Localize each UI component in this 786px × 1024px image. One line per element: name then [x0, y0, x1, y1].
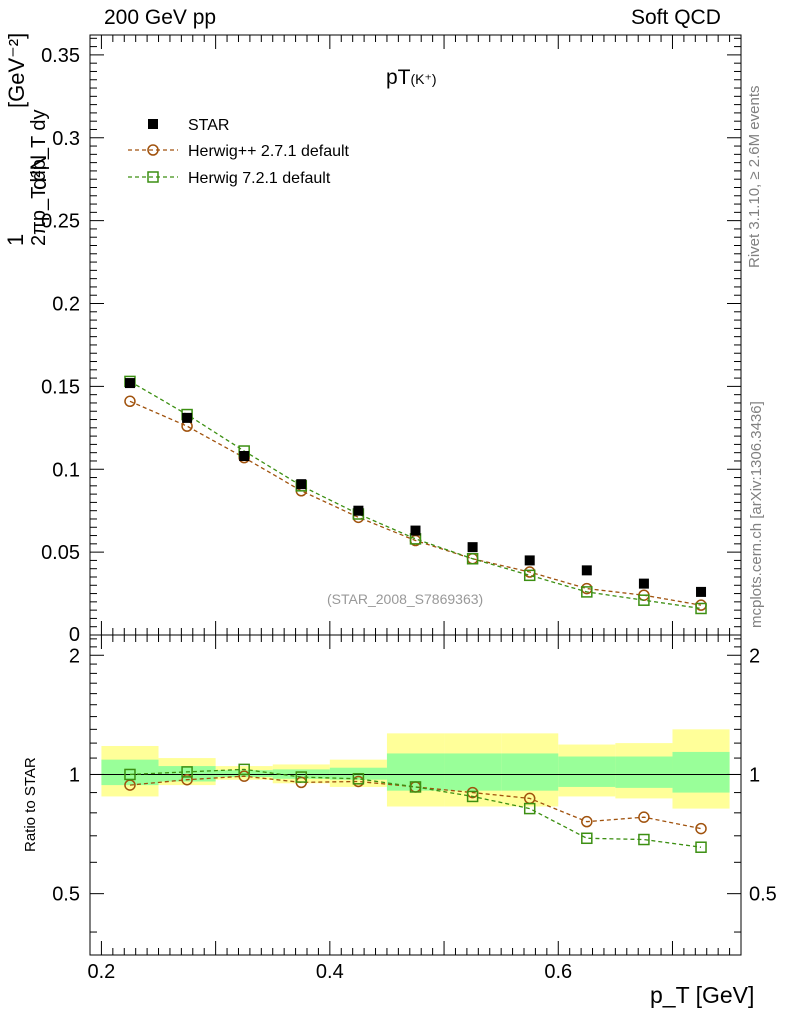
ratio-data-point	[295, 771, 308, 783]
legend-label: Herwig 7.2.1 default	[188, 170, 331, 187]
main-data-point	[410, 525, 421, 536]
legend-marker	[148, 119, 158, 129]
ratio-data-point	[238, 770, 250, 782]
main-series-line	[129, 380, 702, 610]
ratio-y-tick-label-left: 1	[69, 764, 80, 786]
energy-label: 200 GeV pp	[104, 6, 217, 29]
legend-marker	[147, 144, 159, 156]
main-data-point	[124, 395, 136, 408]
main-y-tick-label: 0.25	[41, 211, 80, 233]
ratio-y-tick-label-left: 0.5	[52, 884, 80, 906]
ratio-data-point	[352, 773, 365, 785]
main-y-tick-label: 0.15	[41, 376, 80, 398]
ratio-band-inner	[501, 753, 559, 791]
ratio-y-tick-label-right: 0.5	[749, 884, 777, 906]
main-y-ticks	[90, 37, 741, 636]
main-ylabel-unit: [GeV⁻²]	[4, 32, 29, 108]
x-tick-label: 0.2	[88, 961, 116, 983]
main-y-tick-label: 0.1	[52, 459, 80, 481]
ratio-bands	[101, 729, 730, 809]
main-ylabel-denominator: 2πp_T dp_T dy	[28, 109, 50, 246]
plot-title-main: pT	[386, 66, 411, 89]
ratio-y-tick-label-right: 1	[749, 764, 760, 786]
main-data-point	[581, 565, 592, 576]
ratio-y-ticks	[90, 638, 741, 933]
ratio-band-inner	[558, 756, 616, 787]
x-axis-label: p_T [GeV]	[650, 982, 755, 1008]
main-data-point	[581, 586, 593, 598]
ratio-data-point	[124, 768, 136, 781]
ratio-y-tick-label-left: 2	[69, 645, 80, 667]
main-y-tick-label: 0.35	[41, 45, 80, 67]
category-label: Soft QCD	[631, 6, 721, 29]
main-data-point	[239, 450, 250, 461]
main-y-tick-label: 0.05	[41, 542, 80, 564]
main-series-0	[124, 378, 707, 597]
legend-label: STAR	[188, 117, 229, 134]
main-data-point	[524, 555, 535, 566]
x-tick-label: 0.6	[544, 961, 572, 983]
ratio-y-tick-label-right: 2	[749, 645, 760, 667]
main-y-tick-label: 0	[69, 624, 80, 646]
legend-marker	[147, 171, 159, 183]
ratio-data-point	[695, 841, 707, 853]
ratio-band-inner	[101, 759, 159, 786]
ratio-data-point	[409, 781, 422, 793]
ratio-band-inner	[615, 756, 673, 788]
ratio-data-point	[638, 811, 650, 823]
main-data-point	[638, 594, 650, 606]
ratio-panel-frame	[89, 634, 742, 956]
ratio-band-inner	[672, 751, 730, 793]
ratio-data-point	[181, 773, 193, 786]
ratio-data-point	[523, 802, 536, 815]
ratio-band-inner	[158, 766, 216, 782]
plot-title-sub: (K⁺)	[410, 71, 437, 87]
rivet-label: Rivet 3.1.10, ≥ 2.6M events	[746, 85, 763, 269]
ratio-data-point	[238, 763, 250, 776]
main-data-point	[638, 578, 649, 589]
legend: STAR Herwig++ 2.7.1 default Herwig 7.2.1 d…	[128, 117, 350, 187]
ratio-band-inner	[444, 753, 502, 791]
main-y-tick-label: 0.3	[52, 128, 80, 150]
ratio-ylabel: Ratio to STAR	[22, 757, 39, 852]
plot-title: pT(K⁺)	[386, 66, 437, 90]
analysis-id: (STAR_2008_S7869363)	[327, 591, 484, 607]
legend-label: Herwig++ 2.7.1 default	[188, 143, 350, 160]
main-data-point	[124, 378, 135, 389]
main-data-point	[523, 569, 536, 582]
ratio-data-point	[181, 766, 193, 778]
ratio-series-1	[124, 763, 707, 853]
ratio-data-point	[581, 832, 593, 845]
main-series-2	[124, 375, 707, 615]
main-ylabel-one: 1	[3, 233, 28, 246]
main-data-point	[695, 602, 707, 615]
x-ticks	[89, 35, 731, 955]
main-series-line	[129, 400, 702, 606]
x-tick-label: 0.4	[316, 961, 344, 983]
ratio-data-point	[695, 822, 707, 835]
ratio-series-line	[129, 768, 702, 848]
main-y-tick-label: 0.2	[52, 294, 80, 316]
main-data-point	[353, 505, 364, 516]
main-data-point	[296, 479, 307, 490]
ratio-data-point	[638, 833, 650, 846]
main-data-point	[182, 412, 193, 423]
main-series-1	[124, 395, 707, 611]
mcplots-label: mcplots.cern.ch [arXiv:1306.3436]	[748, 401, 765, 628]
ratio-data-point	[581, 815, 593, 828]
main-data-point	[466, 553, 479, 565]
main-data-point	[696, 586, 707, 597]
ratio-data-point	[466, 790, 479, 803]
main-data-point	[467, 542, 478, 553]
